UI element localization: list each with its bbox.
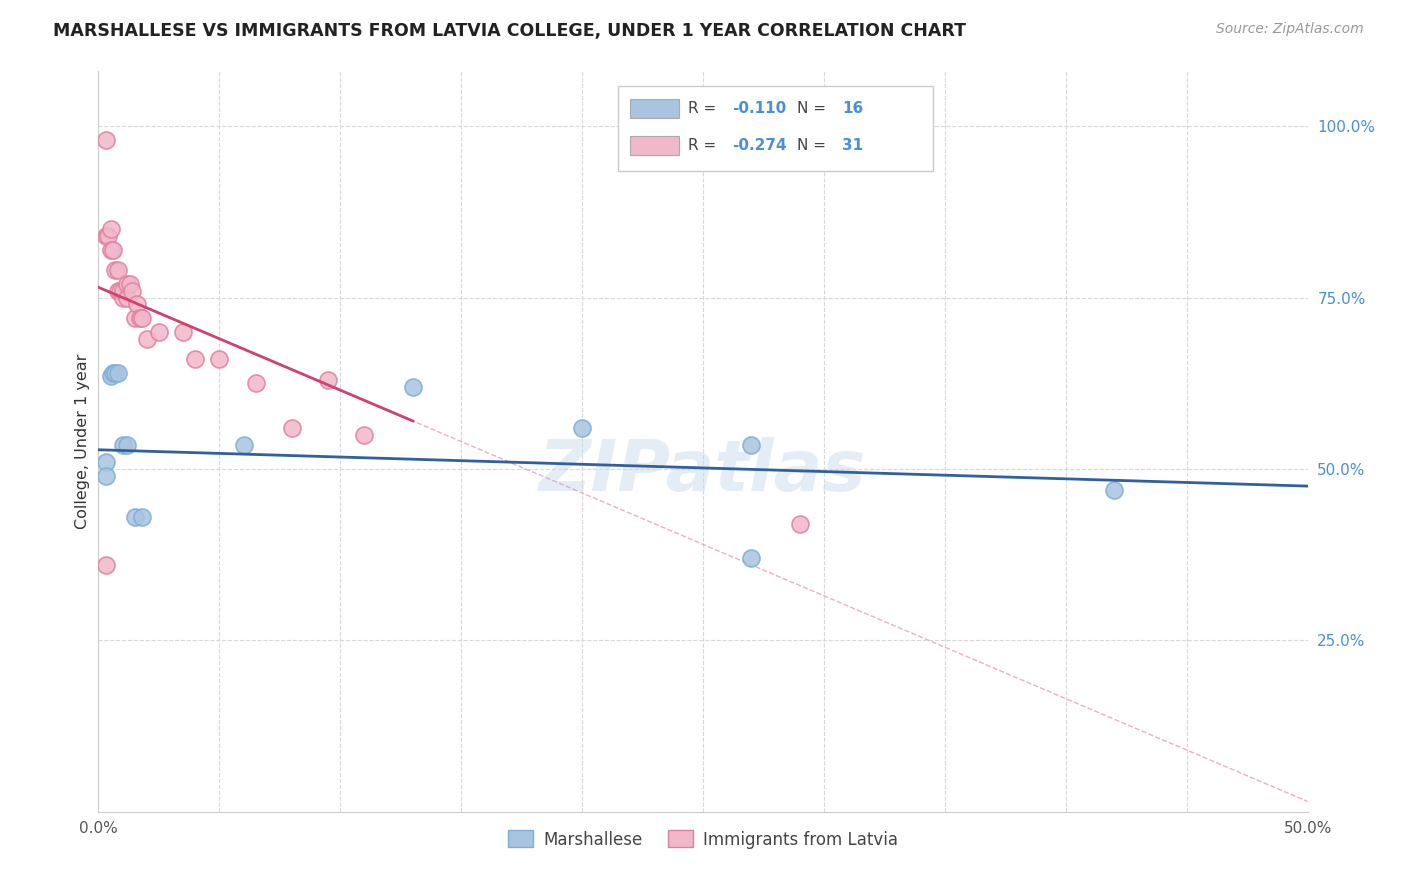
Point — [104, 263, 127, 277]
Point — [571, 421, 593, 435]
Point — [353, 427, 375, 442]
FancyBboxPatch shape — [630, 136, 679, 154]
Text: ZIPatlas: ZIPatlas — [540, 437, 866, 506]
Point — [121, 284, 143, 298]
Point — [245, 376, 267, 391]
Point — [740, 438, 762, 452]
Point — [107, 284, 129, 298]
Point — [94, 468, 117, 483]
Text: R =: R = — [689, 138, 721, 153]
Point — [101, 366, 124, 380]
Point — [111, 284, 134, 298]
Point — [101, 243, 124, 257]
Point — [100, 369, 122, 384]
Text: Source: ZipAtlas.com: Source: ZipAtlas.com — [1216, 22, 1364, 37]
Point — [100, 222, 122, 236]
Point — [111, 291, 134, 305]
Text: MARSHALLESE VS IMMIGRANTS FROM LATVIA COLLEGE, UNDER 1 YEAR CORRELATION CHART: MARSHALLESE VS IMMIGRANTS FROM LATVIA CO… — [53, 22, 966, 40]
Y-axis label: College, Under 1 year: College, Under 1 year — [75, 354, 90, 529]
Text: -0.274: -0.274 — [733, 138, 786, 153]
Point — [131, 510, 153, 524]
FancyBboxPatch shape — [630, 99, 679, 118]
Point — [94, 558, 117, 572]
Point — [172, 325, 194, 339]
Point — [97, 228, 120, 243]
Point — [184, 352, 207, 367]
Point — [94, 133, 117, 147]
Point — [789, 516, 811, 531]
Text: N =: N = — [797, 101, 831, 116]
Point — [108, 284, 131, 298]
Point — [281, 421, 304, 435]
Point — [740, 551, 762, 566]
Point — [94, 455, 117, 469]
Text: R =: R = — [689, 101, 721, 116]
Point — [117, 277, 139, 291]
Point — [402, 380, 425, 394]
Point — [100, 243, 122, 257]
Point — [124, 311, 146, 326]
Text: 16: 16 — [842, 101, 863, 116]
Text: N =: N = — [797, 138, 831, 153]
Point — [232, 438, 254, 452]
Point — [127, 297, 149, 311]
Point — [208, 352, 231, 367]
Point — [316, 373, 339, 387]
Point — [117, 438, 139, 452]
Point — [111, 438, 134, 452]
Point — [124, 510, 146, 524]
Point — [107, 366, 129, 380]
Text: 31: 31 — [842, 138, 863, 153]
Point — [94, 228, 117, 243]
Point — [1102, 483, 1125, 497]
Legend: Marshallese, Immigrants from Latvia: Marshallese, Immigrants from Latvia — [502, 823, 904, 855]
Point — [135, 332, 157, 346]
Point — [118, 277, 141, 291]
Point — [148, 325, 170, 339]
FancyBboxPatch shape — [619, 87, 932, 171]
Text: -0.110: -0.110 — [733, 101, 786, 116]
Point — [117, 291, 139, 305]
Point — [104, 366, 127, 380]
Point — [107, 263, 129, 277]
Point — [131, 311, 153, 326]
Point — [128, 311, 150, 326]
